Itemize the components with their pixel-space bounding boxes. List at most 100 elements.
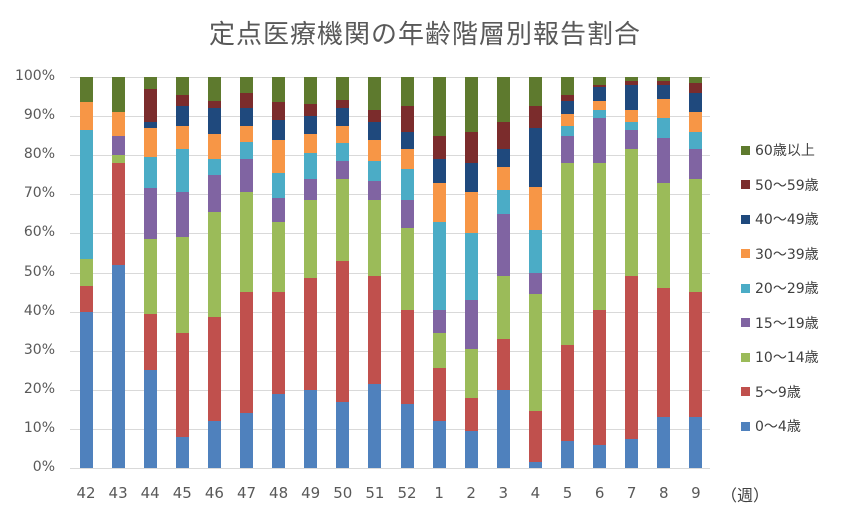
- bar-segment: [625, 276, 639, 439]
- bar-segment: [175, 237, 189, 334]
- bar-segment: [143, 239, 157, 314]
- bar-segment: [175, 125, 189, 150]
- gridline: [70, 311, 710, 313]
- legend-label: 30～39歳: [755, 246, 819, 263]
- bar-segment: [464, 131, 478, 164]
- bar-segment: [272, 198, 286, 222]
- bar-segment: [464, 163, 478, 193]
- bar-segment: [657, 118, 671, 138]
- legend-item: 15～19歳: [741, 313, 819, 333]
- bar-segment: [528, 294, 542, 412]
- bar-segment: [143, 188, 157, 240]
- bar-segment: [561, 344, 574, 441]
- bar-segment: [625, 122, 639, 130]
- gridline: [70, 468, 710, 469]
- legend-swatch-icon: [741, 387, 750, 396]
- bar-segment: [143, 157, 157, 189]
- bar-segment: [304, 200, 318, 279]
- bar-segment: [368, 122, 382, 140]
- bar-segment: [175, 436, 189, 468]
- bar-segment: [336, 161, 350, 179]
- bar-segment: [657, 98, 671, 119]
- gridline: [70, 155, 710, 157]
- bar-segment: [336, 178, 350, 261]
- legend-label: 20～29歳: [755, 281, 819, 297]
- bar-segment: [143, 127, 157, 158]
- bar-segment: [111, 135, 125, 156]
- bar-segment: [593, 77, 607, 85]
- stacked-bar: [79, 77, 93, 468]
- bar-segment: [561, 77, 574, 95]
- bar-segment: [496, 213, 510, 277]
- bar-segment: [496, 190, 510, 214]
- bar-segment: [432, 77, 446, 136]
- bar-segment: [528, 127, 542, 187]
- bar-segment: [207, 174, 221, 212]
- gridline: [70, 116, 710, 118]
- legend-item: 10～14歳: [741, 347, 819, 367]
- bar-segment: [207, 100, 221, 109]
- bar-segment: [175, 333, 189, 437]
- bar-segment: [625, 84, 639, 111]
- bar-segment: [336, 401, 350, 468]
- bar-segment: [689, 178, 703, 293]
- bar-segment: [432, 135, 446, 160]
- x-tick-label: 45: [172, 484, 192, 502]
- bar-segment: [593, 444, 607, 468]
- legend-item: 0～4歳: [741, 416, 801, 436]
- x-tick-label: 46: [204, 484, 224, 502]
- x-tick-label: 50: [333, 484, 353, 502]
- bar-segment: [272, 221, 286, 293]
- bar-segment: [400, 77, 414, 107]
- bar-segment: [79, 258, 93, 287]
- x-tick-label: 49: [301, 484, 321, 502]
- bar-segment: [432, 182, 446, 222]
- bar-segment: [304, 178, 318, 201]
- gridline: [70, 194, 710, 196]
- bar-segment: [400, 227, 414, 310]
- bar-segment: [593, 118, 607, 164]
- bar-segment: [111, 112, 125, 136]
- bar-segment: [657, 182, 671, 289]
- legend-item: 30～39歳: [741, 244, 819, 264]
- y-tick-label: 40%: [23, 302, 55, 319]
- stacked-bar: [336, 77, 350, 468]
- bar-segment: [689, 92, 703, 113]
- stacked-bar: [272, 77, 286, 468]
- chart-title: 定点医療機関の年齢階層別報告割合: [208, 20, 641, 50]
- bar-segment: [625, 438, 639, 468]
- bar-segment: [368, 180, 382, 201]
- legend-item: 20～29歳: [741, 278, 819, 298]
- legend-label: 40～49歳: [755, 212, 819, 228]
- bar-segment: [175, 106, 189, 126]
- bar-segment: [272, 120, 286, 140]
- x-tick-label: 5: [562, 484, 573, 502]
- bar-segment: [368, 161, 382, 181]
- stacked-bar: [400, 77, 414, 468]
- legend-item: 40～49歳: [741, 209, 819, 229]
- x-tick-label: 8: [659, 484, 669, 502]
- gridline: [70, 428, 710, 430]
- legend-swatch-icon: [741, 249, 750, 258]
- bar-segment: [272, 292, 286, 394]
- y-tick-label: 100%: [14, 68, 55, 84]
- bar-segment: [240, 292, 253, 414]
- x-tick-label: 2: [466, 484, 476, 502]
- bar-segment: [400, 131, 414, 150]
- bar-segment: [143, 313, 157, 371]
- bar-segment: [79, 129, 93, 259]
- bar-segment: [368, 139, 382, 162]
- bar-segment: [272, 77, 286, 103]
- legend-label: 0～4歳: [755, 419, 801, 435]
- stacked-bar: [464, 77, 478, 468]
- x-axis-unit: （週）: [721, 486, 770, 505]
- bar-segment: [689, 77, 703, 83]
- bar-segment: [657, 288, 671, 418]
- bar-segment: [689, 292, 703, 418]
- bar-segment: [111, 155, 125, 164]
- legend-swatch-icon: [741, 421, 750, 431]
- stacked-bar: [304, 77, 318, 468]
- bar-segment: [111, 163, 125, 265]
- bar-segment: [240, 159, 253, 193]
- bar-segment: [464, 77, 478, 132]
